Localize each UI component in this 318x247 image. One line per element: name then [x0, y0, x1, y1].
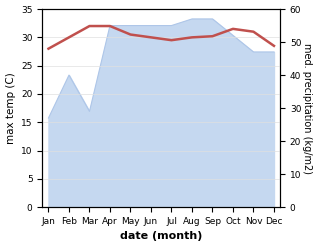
Y-axis label: med. precipitation (kg/m2): med. precipitation (kg/m2): [302, 43, 313, 174]
X-axis label: date (month): date (month): [120, 231, 203, 242]
Y-axis label: max temp (C): max temp (C): [5, 72, 16, 144]
